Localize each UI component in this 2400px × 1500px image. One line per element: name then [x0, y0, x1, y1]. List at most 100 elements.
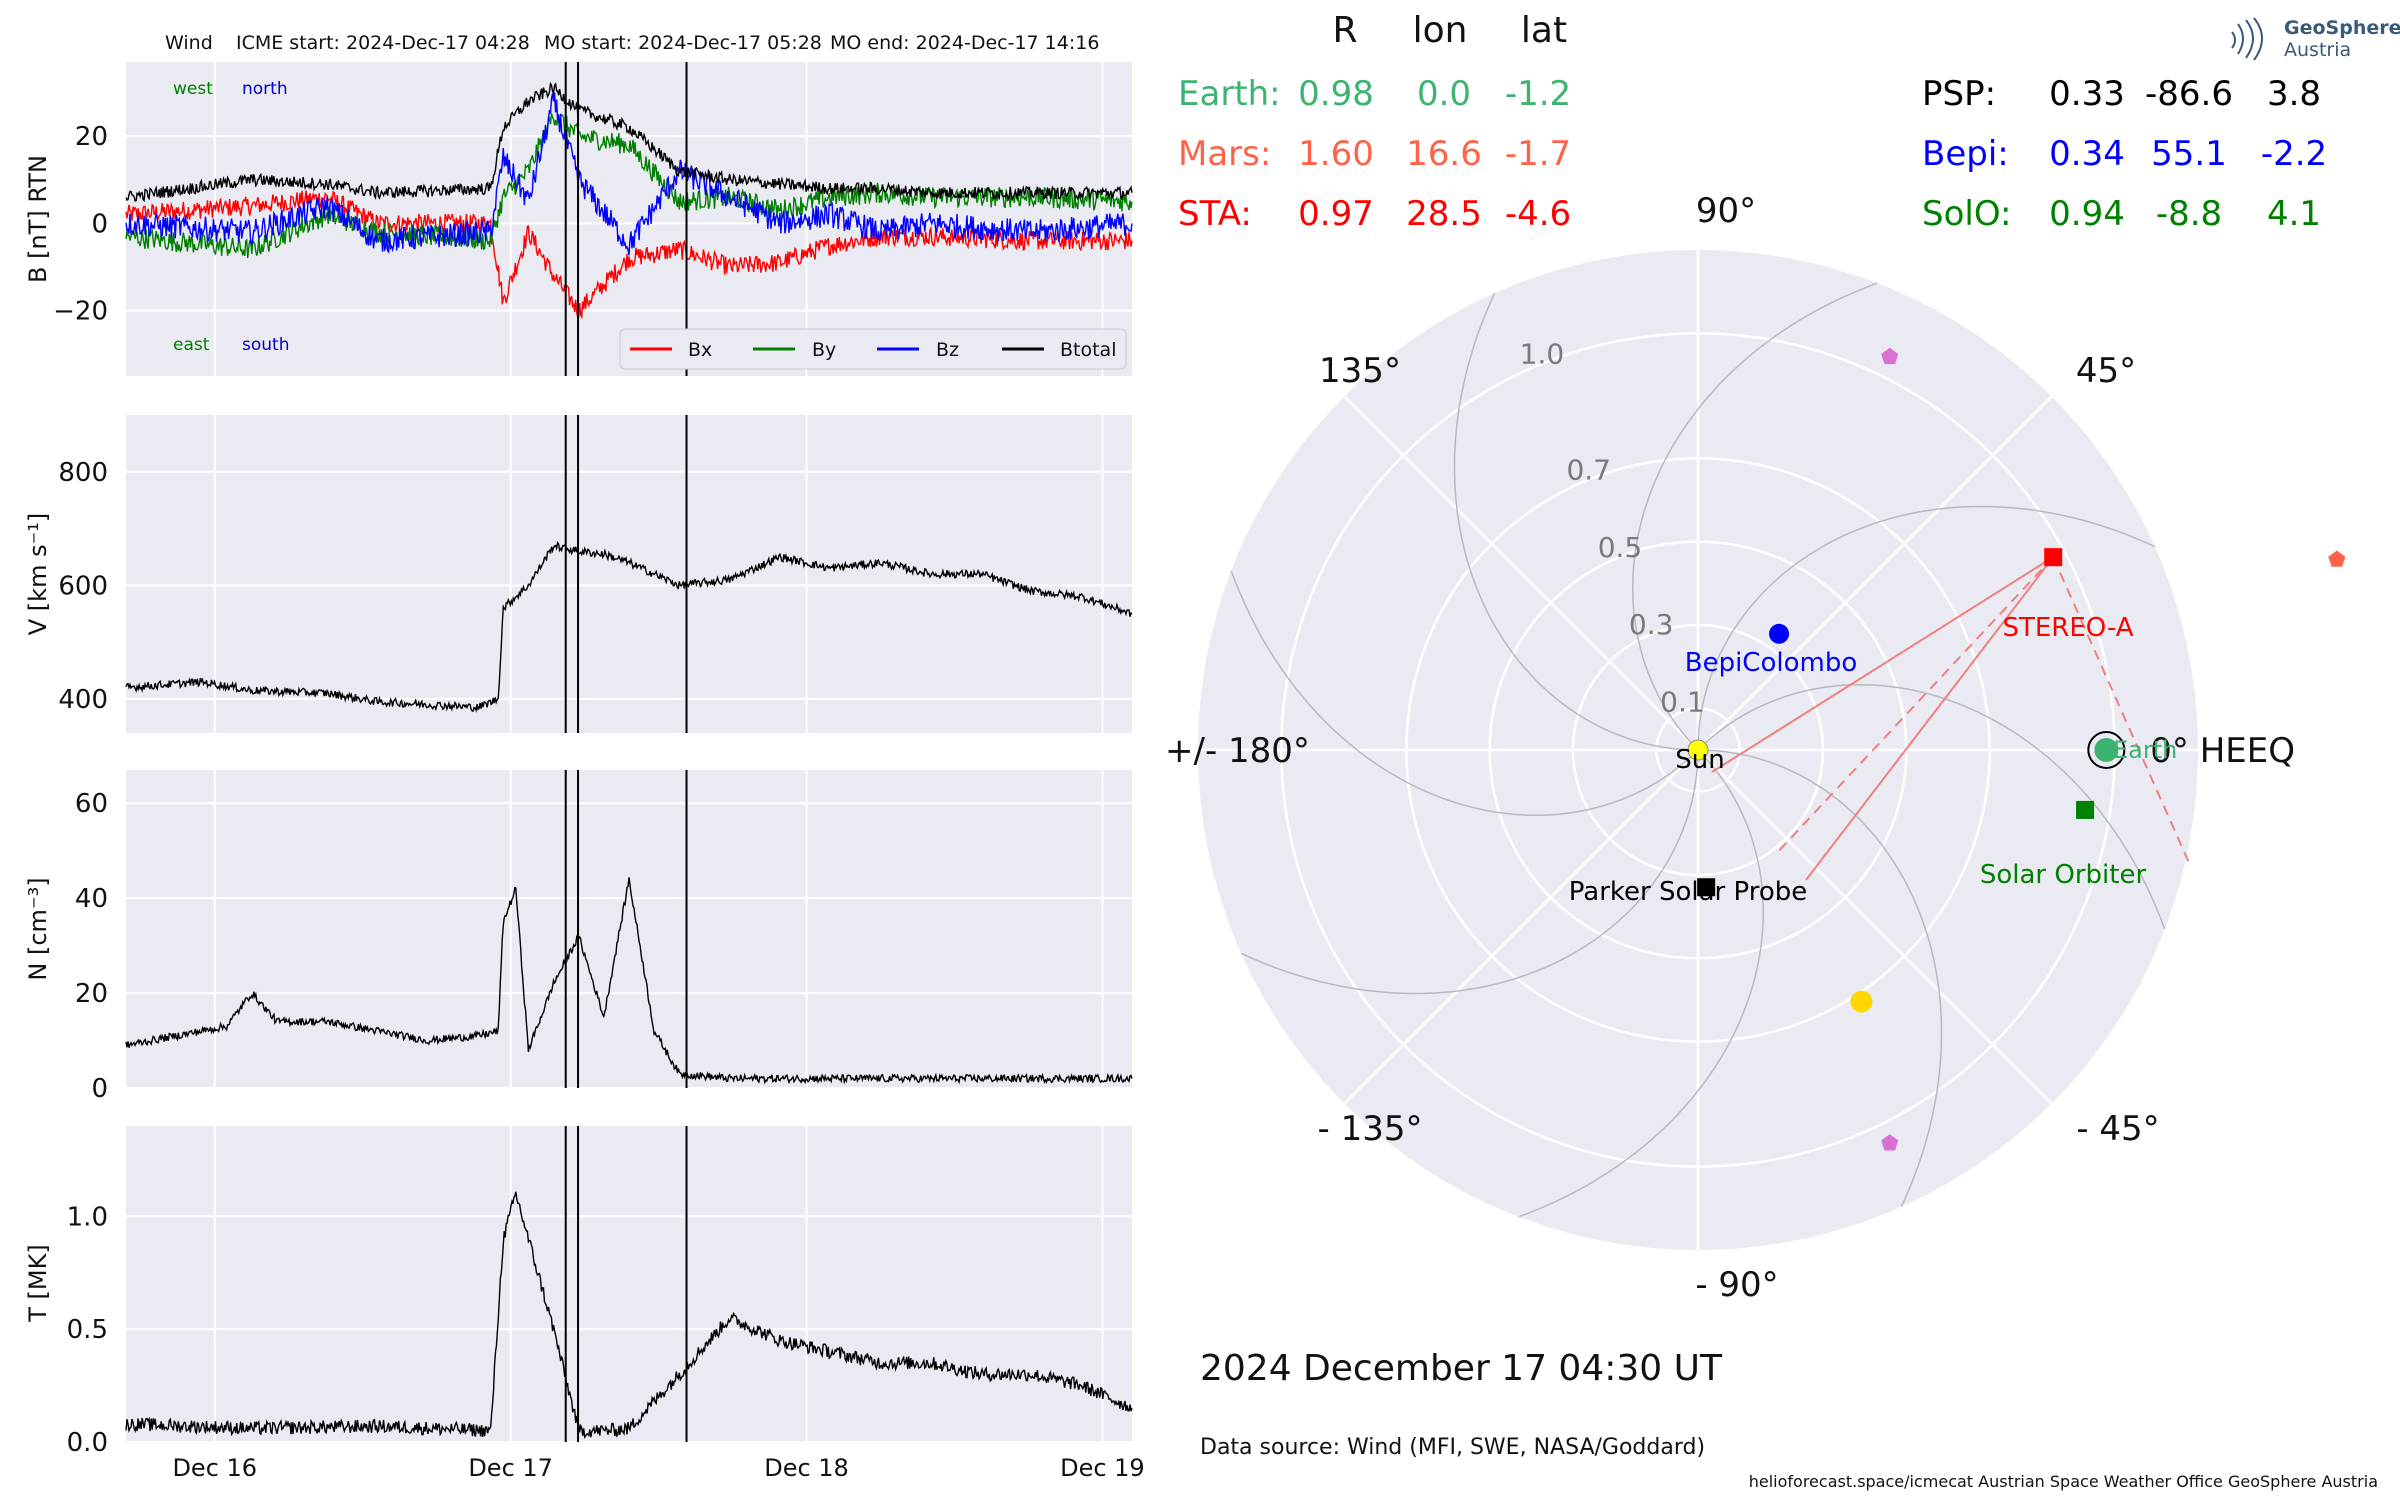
sun-marker [1687, 739, 1709, 761]
footer-data-source: Data source: Wind (MFI, SWE, NASA/Goddar… [1200, 1435, 1705, 1460]
polar-radius-label-3: 0.5 [1598, 531, 1643, 564]
ytick-label: 20 [75, 122, 108, 152]
xtick-label-1: Dec 16 [172, 1454, 257, 1482]
panel-t-background [126, 1126, 1132, 1442]
geosphere-logo: GeoSphere Austria [2231, 17, 2400, 61]
parker-spiral-3 [1697, 505, 2156, 751]
logo-line1: GeoSphere [2284, 17, 2400, 39]
panel-n-background [126, 770, 1132, 1088]
ytick-label: 600 [58, 571, 108, 601]
header-icme-start: ICME start: 2024-Dec-17 04:28 [236, 32, 530, 54]
ytick-label: 1.0 [67, 1202, 108, 1232]
table-right-cell: Bepi: [1922, 134, 2009, 174]
xtick-label-3: Dec 18 [764, 1454, 849, 1482]
table-left-cell: -1.2 [1505, 74, 1571, 114]
object-label-earth: Earth [2113, 736, 2177, 764]
table-right-cell: -8.8 [2156, 194, 2222, 234]
connection-line-2 [1805, 556, 2054, 881]
ytick-label: 0.5 [67, 1315, 108, 1345]
marker-9-marker [1881, 1134, 1899, 1151]
polar-spoke-6 [1343, 749, 1699, 1105]
table-right-cell: PSP: [1922, 74, 1996, 114]
polar-radius-label-2: 0.3 [1629, 608, 1674, 641]
table-left-cell: 0.97 [1298, 194, 1374, 234]
x-axis-ticks: Dec 16 Dec 17 Dec 18 Dec 19 [172, 1454, 1144, 1482]
marker-8-marker [1881, 347, 1899, 365]
table-right-cell: 0.33 [2049, 74, 2125, 114]
parker-solar-probe-marker [1697, 878, 1716, 897]
polar-angle-label-3: 90° [1696, 191, 1756, 231]
legend-label-bz: Bz [936, 339, 959, 361]
parker-spiral-1 [1697, 749, 1943, 1208]
marker-7 [1850, 990, 1873, 1013]
table-right-rows: PSP: 0.33 -86.6 3.8 Bepi: 0.34 55.1 -2.2 SolO: 0.… [1922, 74, 2327, 234]
bepicolombo-marker [1769, 623, 1790, 644]
annotation-south: south [242, 335, 289, 355]
parker-spiral-6 [1230, 570, 1699, 817]
footer-datetime: 2024 December 17 04:30 UT [1200, 1348, 1723, 1389]
ytick-label: 800 [58, 458, 108, 488]
panel-n-ylabel: N [cm⁻³] [24, 877, 52, 980]
panel-t-event-lines [564, 1126, 688, 1442]
table-left-cell: 0.98 [1298, 74, 1374, 114]
panel-density: 60 40 20 0 N [cm⁻³] [24, 770, 1133, 1104]
object-label-sun: Sun [1675, 745, 1724, 775]
table-left-cell: 1.60 [1298, 134, 1374, 174]
earth-marker [2094, 738, 2119, 762]
table-header-lon: lon [1413, 10, 1468, 51]
object-label-stereo-a: STEREO-A [2002, 613, 2133, 643]
header-mo-end: MO end: 2024-Dec-17 14:16 [830, 32, 1099, 54]
footer-credits: helioforecast.space/icmecat Austrian Spa… [1749, 1472, 2378, 1491]
annotation-east: east [173, 335, 210, 355]
panel-t-grid [126, 1126, 1132, 1443]
xtick-label-4: Dec 19 [1060, 1454, 1145, 1482]
ytick-label: 0 [91, 209, 108, 239]
parker-spiral-7 [1240, 749, 1699, 995]
object-label-bepicolombo: BepiColombo [1685, 648, 1858, 678]
series-line-data [125, 877, 1133, 1085]
parker-spiral-8 [1518, 749, 1765, 1218]
table-header-r: R [1332, 10, 1357, 51]
panel-v-yticks: 800 600 400 [58, 458, 108, 715]
panel-t-yticks: 1.0 0.5 0.0 [67, 1202, 108, 1458]
polar-angle-labels: 0° HEEQ 45° 90° 135° +/- 180° - 135° - 90° - 45… [1165, 191, 2295, 1305]
header-spacecraft: Wind [165, 32, 213, 54]
table-left-rows: Earth: 0.98 0.0 -1.2 Mars: 1.60 16.6 -1.7 STA: 0.… [1178, 74, 1571, 234]
polar-spoke-4 [1343, 395, 1699, 751]
polar-angle-label-5: +/- 180° [1165, 731, 1310, 771]
panel-v-event-lines [564, 415, 688, 733]
panel-speed: 800 600 400 V [km s⁻¹] [24, 415, 1133, 733]
series-line-btotal [125, 81, 1133, 203]
legend-label-btotal: Btotal [1060, 339, 1116, 361]
mars-marker [2328, 550, 2346, 567]
panel-b-event-lines [564, 62, 688, 376]
table-left-cell: STA: [1178, 194, 1252, 234]
table-header-lat: lat [1521, 10, 1567, 51]
series-line-data [125, 1191, 1133, 1439]
panel-b-yticks: 20 0 −20 [53, 122, 108, 326]
table-left-cell: Earth: [1178, 74, 1281, 114]
table-right-cell: 3.8 [2267, 74, 2321, 114]
table-left-cell: 0.0 [1417, 74, 1471, 114]
polar-angle-label-4: 135° [1319, 351, 1401, 391]
table-right-cell: 0.94 [2049, 194, 2125, 234]
stereo-a-marker [2044, 548, 2063, 567]
table-left-cell: 16.6 [1406, 134, 1482, 174]
legend-box [619, 328, 1127, 370]
table-right-cell: 0.34 [2049, 134, 2125, 174]
polar-angle-label-8: - 45° [2076, 1109, 2159, 1149]
parker-spirals [1230, 282, 2166, 1218]
panel-b-ylabel: B [nT] RTN [24, 155, 52, 283]
polar-angle-label-6: - 135° [1318, 1109, 1423, 1149]
table-left-cell: -4.6 [1505, 194, 1571, 234]
series-line-bx [125, 190, 1133, 320]
object-label-parker-solar-probe: Parker Solar Probe [1569, 877, 1807, 907]
polar-radius-label-1: 0.1 [1660, 685, 1705, 718]
polar-radius-label-5: 1.0 [1520, 338, 1565, 371]
series-line-data [125, 541, 1133, 713]
panel-b-series [125, 81, 1133, 320]
positions-table: R lon lat Earth: 0.98 0.0 -1.2 Mars: 1.60 16.6… [1178, 10, 2327, 234]
solar-orbiter-marker [2076, 800, 2095, 819]
table-right-cell: 4.1 [2267, 194, 2321, 234]
